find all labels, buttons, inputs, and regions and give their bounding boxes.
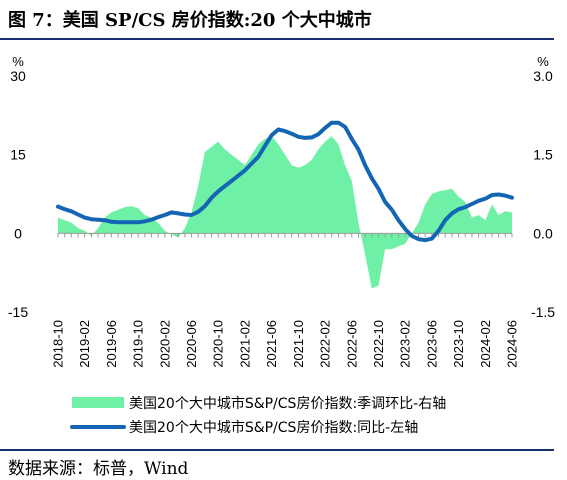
area-series-mom <box>58 136 512 289</box>
x-axis-labels: 2018-10 2019-02 2019-06 2019-10 2020-02 2020-… <box>51 320 520 368</box>
x-tick-label: 2023-02 <box>398 320 413 368</box>
x-tick-label: 2021-02 <box>237 320 252 368</box>
line-series-yoy <box>56 120 514 243</box>
x-tick-label: 2023-06 <box>424 320 439 368</box>
x-tick-label: 2021-06 <box>264 320 279 368</box>
x-tick-label: 2021-10 <box>291 320 306 368</box>
x-tick-label: 2020-10 <box>211 320 226 368</box>
source-note: 数据来源：标普，Wind <box>8 459 189 479</box>
x-tick-label: 2022-06 <box>344 320 359 368</box>
legend: 美国20个大中城市S&P/CS房价指数:季调环比-右轴 美国20个大中城市S&P… <box>70 395 446 436</box>
source-divider <box>0 449 554 451</box>
x-tick-label: 2022-10 <box>371 320 386 368</box>
plot-area <box>56 120 514 289</box>
right-axis-unit: % <box>537 54 549 69</box>
x-tick-label: 2019-10 <box>131 320 146 368</box>
right-axis-ticks: 3.0 1.5 0.0 -1.5 <box>531 68 555 320</box>
figure-title: 图 7：美国 SP/CS 房价指数:20 个大中城市 <box>8 10 372 31</box>
x-tick-label: 2019-02 <box>77 320 92 368</box>
left-tick-label: -15 <box>8 304 28 320</box>
right-tick-label: 3.0 <box>533 68 553 84</box>
title-divider <box>0 38 554 40</box>
legend-area-swatch <box>72 397 124 408</box>
right-tick-label: 1.5 <box>533 147 553 163</box>
legend-area-label: 美国20个大中城市S&P/CS房价指数:季调环比-右轴 <box>129 395 446 412</box>
x-tick-label: 2020-02 <box>157 320 172 368</box>
x-tick-label: 2020-06 <box>184 320 199 368</box>
x-tick-label: 2019-06 <box>104 320 119 368</box>
x-tick-label: 2022-02 <box>318 320 333 368</box>
x-tick-label: 2024-02 <box>478 320 493 368</box>
x-tick-label: 2023-10 <box>451 320 466 368</box>
right-tick-label: -1.5 <box>531 304 555 320</box>
legend-line-label: 美国20个大中城市S&P/CS房价指数:同比-左轴 <box>129 419 418 436</box>
right-tick-label: 0.0 <box>533 225 553 241</box>
left-tick-label: 0 <box>14 225 22 241</box>
left-tick-label: 15 <box>10 147 26 163</box>
x-tick-label: 2018-10 <box>51 320 66 368</box>
left-axis-ticks: 30 15 0 -15 <box>8 68 28 320</box>
left-axis-unit: % <box>12 54 24 69</box>
x-tick-label: 2024-06 <box>505 320 520 368</box>
left-tick-label: 30 <box>10 68 26 84</box>
